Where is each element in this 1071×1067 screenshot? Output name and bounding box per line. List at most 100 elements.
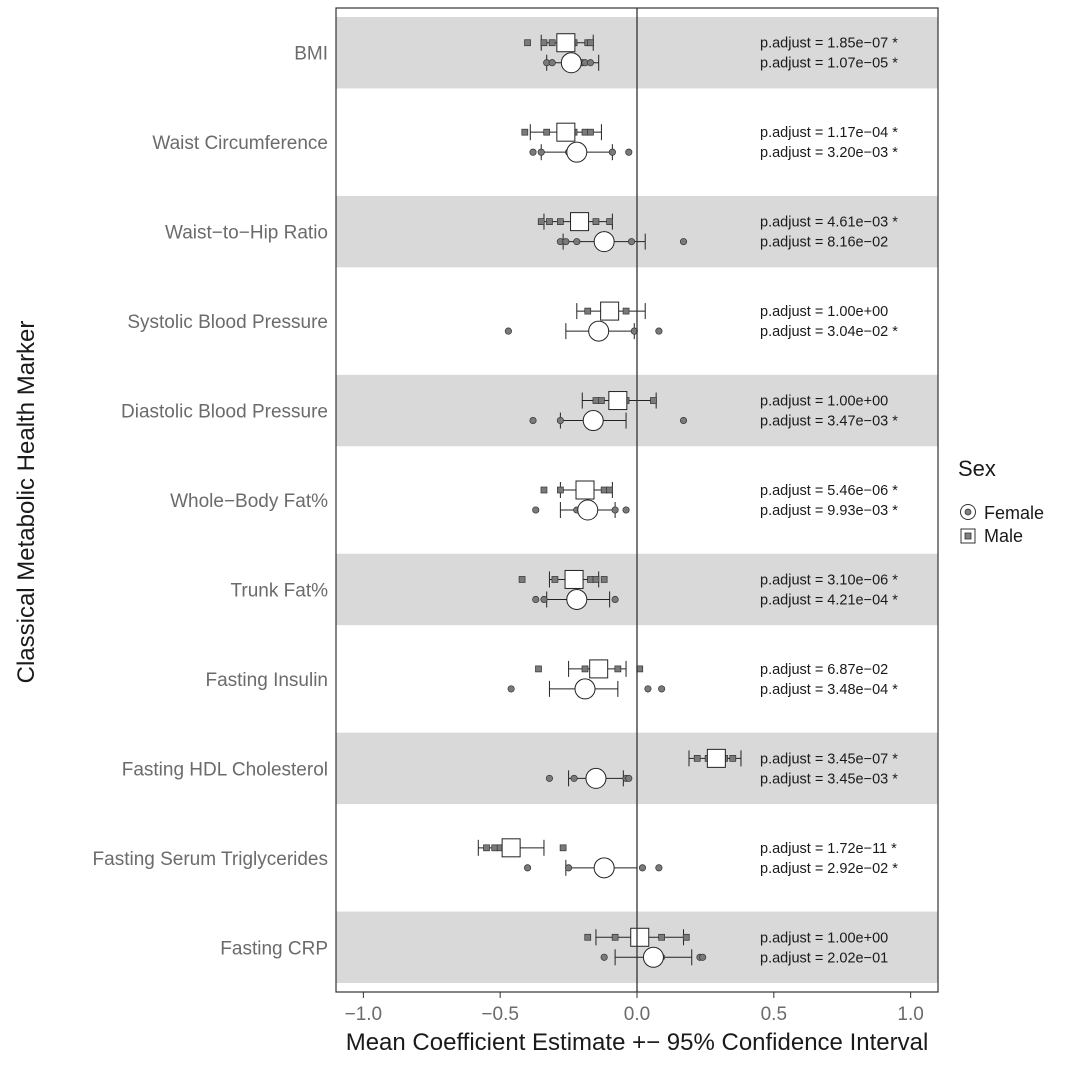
male-study-point — [650, 397, 657, 404]
male-study-point — [606, 218, 613, 225]
male-study-point — [584, 933, 592, 941]
x-tick-label: 0.5 — [761, 1004, 787, 1025]
row-label: Whole−Body Fat% — [170, 491, 328, 512]
male-study-point — [546, 218, 553, 225]
female-estimate — [532, 499, 630, 521]
female-p-adjust: p.adjust = 3.47e−03 * — [760, 414, 898, 430]
row-label: Waist Circumference — [152, 133, 328, 154]
female-estimate — [523, 857, 663, 879]
male-mean-marker — [570, 212, 590, 232]
male-study-point — [600, 576, 608, 583]
male-p-adjust: p.adjust = 4.61e−03 * — [760, 215, 898, 231]
male-p-adjust: p.adjust = 3.45e−07 * — [760, 751, 898, 767]
male-study-point — [548, 39, 556, 47]
male-study-point — [729, 755, 737, 762]
male-estimate — [581, 391, 657, 411]
y-axis: BMI Waist Circumference Waist−to−Hip Ratio… — [93, 44, 329, 960]
female-p-adjust: p.adjust = 9.93e−03 * — [760, 503, 898, 519]
female-mean-marker — [577, 499, 599, 521]
x-tick-label: 1.0 — [897, 1004, 923, 1025]
female-study-point — [532, 595, 540, 604]
female-study-point — [679, 238, 688, 246]
female-mean-marker — [560, 52, 582, 74]
row-label: Fasting HDL Cholesterol — [122, 759, 328, 780]
female-p-adjust: p.adjust = 3.45e−03 * — [760, 771, 898, 787]
x-axis: −1.0 −0.5 0.0 0.5 1.0 — [345, 992, 924, 1025]
male-study-point — [524, 39, 531, 47]
female-study-point — [556, 416, 564, 425]
female-study-point — [529, 148, 537, 156]
female-study-point — [537, 148, 545, 156]
female-mean-marker — [588, 320, 610, 342]
female-study-point — [644, 685, 652, 693]
female-study-point — [507, 685, 515, 693]
male-estimate — [535, 659, 644, 679]
female-estimate — [556, 231, 688, 253]
male-study-point — [587, 128, 594, 136]
male-study-point — [557, 218, 564, 225]
male-estimate — [584, 927, 690, 947]
female-study-point — [655, 864, 663, 872]
female-study-point — [565, 864, 573, 872]
male-study-point — [622, 307, 630, 315]
male-study-point — [559, 844, 567, 852]
male-study-point — [521, 128, 529, 136]
female-study-point — [562, 238, 570, 246]
male-mean-marker — [575, 480, 595, 500]
female-study-point — [638, 864, 647, 872]
male-study-point — [614, 665, 622, 673]
female-mean-marker — [593, 857, 615, 879]
female-mean-marker — [582, 410, 604, 432]
female-p-adjust: p.adjust = 1.07e−05 * — [760, 56, 898, 72]
female-estimate — [545, 767, 633, 789]
female-mean-marker — [574, 678, 596, 700]
female-estimate — [543, 52, 600, 74]
male-study-point — [581, 128, 589, 136]
male-estimate — [540, 480, 613, 500]
male-study-point — [491, 844, 499, 852]
male-p-adjust: p.adjust = 1.85e−07 * — [760, 36, 898, 52]
male-study-point — [537, 218, 545, 225]
female-study-point — [570, 774, 578, 782]
male-study-point — [592, 576, 600, 583]
male-study-point — [682, 933, 690, 941]
male-estimate — [518, 569, 608, 589]
male-study-point — [518, 576, 526, 583]
male-estimate — [521, 122, 602, 142]
y-axis-title: Classical Metabolic Health Marker — [13, 321, 40, 684]
female-study-point — [532, 506, 540, 514]
male-estimate — [537, 212, 613, 232]
legend-male-inner-square — [964, 532, 972, 540]
male-p-adjust: p.adjust = 1.00e+00 — [760, 304, 888, 320]
male-study-point — [483, 844, 490, 852]
legend: Sex Female Male — [958, 456, 1044, 546]
female-study-point — [573, 238, 581, 246]
male-study-point — [543, 128, 551, 136]
female-study-point — [622, 506, 630, 514]
female-study-point — [545, 774, 553, 782]
female-study-point — [529, 416, 537, 425]
male-estimate — [477, 838, 567, 858]
male-p-adjust: p.adjust = 6.87e−02 — [760, 662, 888, 678]
legend-female-key — [960, 504, 976, 520]
female-p-adjust: p.adjust = 8.16e−02 — [760, 235, 888, 251]
female-estimate — [504, 320, 663, 342]
male-study-point — [587, 39, 594, 47]
female-study-point — [608, 148, 616, 156]
male-study-point — [584, 307, 592, 315]
x-tick-label: −0.5 — [481, 1004, 519, 1025]
female-study-point — [611, 595, 619, 604]
row-label: Fasting CRP — [220, 938, 328, 959]
x-tick-label: 0.0 — [624, 1004, 650, 1025]
female-mean-marker — [642, 946, 664, 968]
male-study-point — [611, 933, 619, 941]
male-study-point — [693, 755, 701, 762]
male-study-point — [592, 218, 600, 225]
male-p-adjust: p.adjust = 1.72e−11 * — [760, 841, 897, 857]
female-p-adjust: p.adjust = 4.21e−04 * — [760, 592, 898, 608]
male-study-point — [587, 576, 594, 583]
female-study-point — [655, 327, 663, 335]
male-p-adjust: p.adjust = 3.10e−06 * — [760, 572, 898, 588]
female-mean-marker — [566, 588, 588, 610]
